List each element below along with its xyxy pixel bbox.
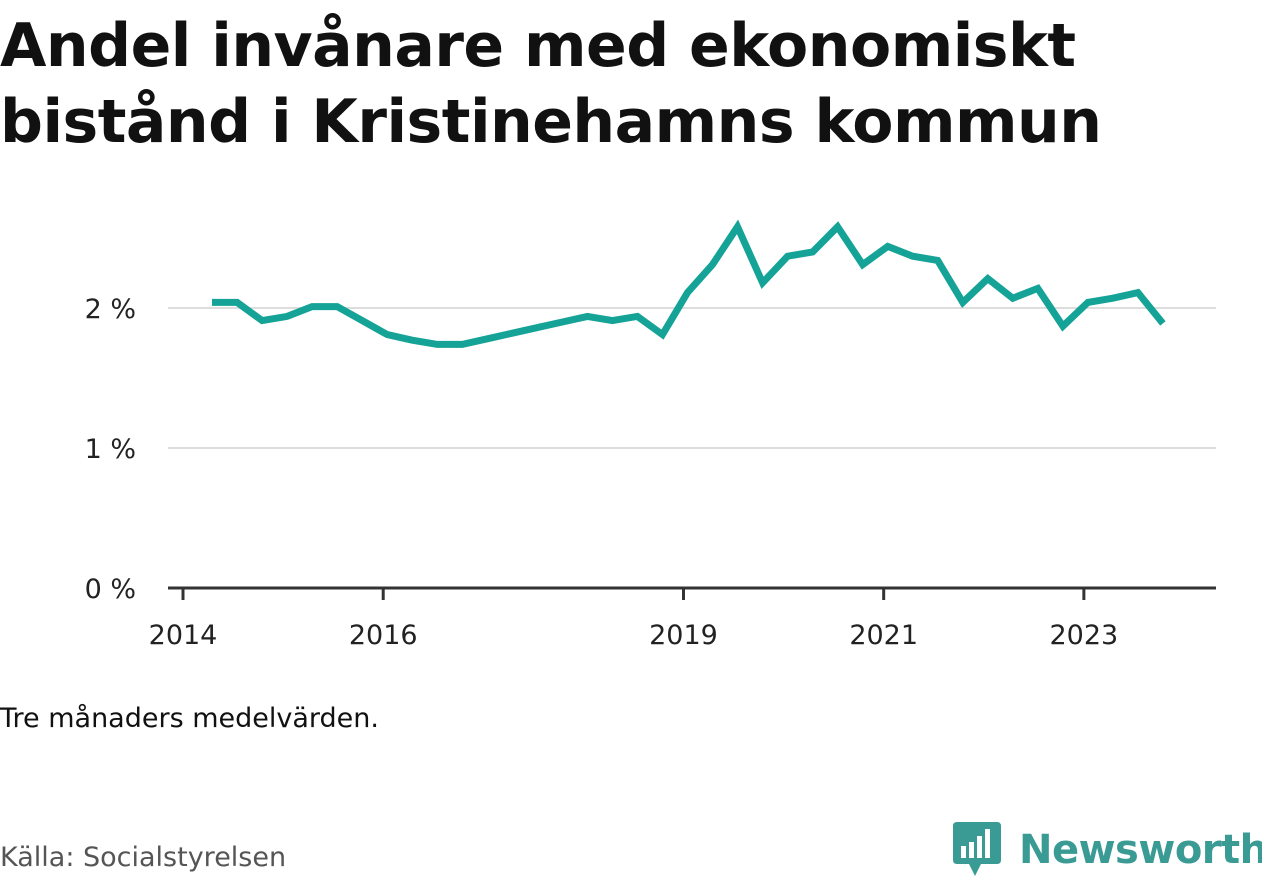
data-series bbox=[212, 219, 1166, 348]
x-tick-label: 2014 bbox=[149, 620, 218, 651]
y-tick-labels: 0 % 1 % 2 % bbox=[85, 294, 136, 605]
x-tick-label: 2016 bbox=[349, 620, 418, 651]
chart-note: Tre månaders medelvärden. bbox=[0, 703, 379, 734]
y-tick-label: 0 % bbox=[85, 574, 136, 605]
x-tick-label: 2019 bbox=[649, 620, 718, 651]
newsworthy-logo-icon bbox=[953, 822, 1001, 876]
brand-logo: Newsworthy bbox=[951, 820, 1262, 880]
x-axis bbox=[168, 586, 1216, 600]
line-chart: 0 % 1 % 2 % 2014 2016 2019 2021 2023 bbox=[0, 180, 1262, 670]
grid-lines bbox=[168, 307, 1216, 449]
source-credit: Källa: Socialstyrelsen bbox=[0, 842, 287, 873]
x-tick-label: 2021 bbox=[849, 620, 918, 651]
brand-name: Newsworthy bbox=[1019, 827, 1262, 873]
y-tick-label: 2 % bbox=[85, 294, 136, 325]
chart-canvas: 0 % 1 % 2 % 2014 2016 2019 2021 2023 bbox=[85, 219, 1216, 651]
y-tick-label: 1 % bbox=[85, 434, 136, 465]
series-line bbox=[212, 219, 1166, 348]
x-tick-label: 2023 bbox=[1050, 620, 1119, 651]
x-tick-labels: 2014 2016 2019 2021 2023 bbox=[149, 620, 1119, 651]
chart-title: Andel invånare med ekonomiskt bistånd i … bbox=[0, 11, 1102, 157]
